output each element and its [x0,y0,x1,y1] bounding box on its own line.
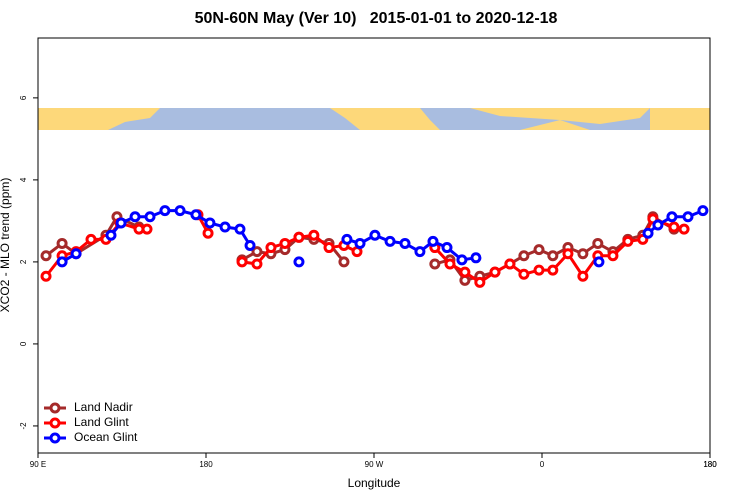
point [341,233,353,245]
series-line [61,209,704,264]
point [489,266,501,278]
point [56,256,68,268]
legend-marker [49,402,61,414]
point [279,237,291,249]
point [547,250,559,262]
y-axis-label: XCO2 - MLO trend (ppm) [0,178,12,313]
point [666,211,678,223]
point [622,235,634,247]
point [399,237,411,249]
point [470,252,482,264]
point [533,244,545,256]
point [682,211,694,223]
point [607,250,619,262]
plot-frame [37,37,711,454]
point [265,242,277,254]
legend-marker [49,417,61,429]
y-tick-label: -2 [19,422,28,430]
series-line [44,214,685,285]
point [105,229,117,241]
point [293,256,305,268]
point [338,256,350,268]
point [293,231,305,243]
point [251,258,263,270]
point [678,223,690,235]
point [70,248,82,260]
point [308,229,320,241]
point [234,223,246,235]
point [459,266,471,278]
x-tick-label: 180 [199,460,213,469]
point [144,211,156,223]
point [204,217,216,229]
point [354,237,366,249]
point [533,264,545,276]
point [562,248,574,260]
point [115,217,127,229]
point [369,229,381,241]
point [547,264,559,276]
point [174,205,186,217]
x-tick-label: 180 [703,460,717,469]
point [518,250,530,262]
point [592,237,604,249]
legend-label: Land Nadir [74,400,133,414]
point [474,276,486,288]
point [429,258,441,270]
legend-marker [49,432,61,444]
point [642,227,654,239]
point [190,209,202,221]
point [141,223,153,235]
point [518,268,530,280]
point [159,205,171,217]
point [414,246,426,258]
point [668,221,680,233]
y-tick-label: 2 [19,259,28,264]
point [593,256,605,268]
point [56,237,68,249]
point [504,258,516,270]
chart-title: 50N-60N May (Ver 10) 2015-01-01 to 2020-… [195,10,558,27]
point [236,256,248,268]
point [444,258,456,270]
point [40,250,52,262]
point [427,235,439,247]
x-tick-label: 90 E [30,460,46,469]
point [85,233,97,245]
point [219,221,231,233]
y-tick-label: 0 [19,341,28,346]
point [697,205,709,217]
point [244,240,256,251]
legend-label: Land Glint [74,415,129,429]
map-strip [38,108,710,130]
point [456,254,468,266]
legend-label: Ocean Glint [74,430,138,444]
x-tick-label: 0 [540,460,545,469]
point [202,227,214,239]
point [251,246,263,258]
y-tick-label: 4 [19,177,28,182]
point [129,211,141,223]
x-tick-label: 180 [703,460,717,469]
point [577,248,589,260]
y-tick-label: 6 [19,95,28,100]
point [577,270,589,282]
point [323,242,335,254]
point [652,219,664,231]
x-tick-label: 90 W [365,460,384,469]
x-axis-label: Longitude [348,476,401,490]
point [441,242,453,254]
point [384,235,396,247]
point [40,270,52,282]
